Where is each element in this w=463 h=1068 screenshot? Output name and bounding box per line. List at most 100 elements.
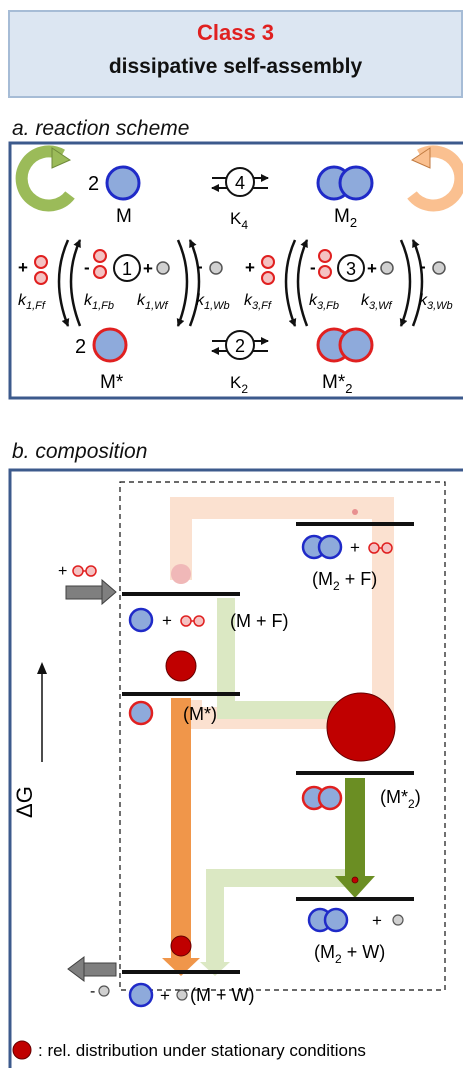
k3Wf-label: k3,Wf <box>361 292 393 312</box>
bottom-coeff: 2 <box>75 336 86 358</box>
section-b-title: b. composition <box>12 440 148 463</box>
dist-dot-Mstar <box>165 650 197 682</box>
level-Mstar: (M*) <box>183 704 217 724</box>
MF-fuel-icon <box>180 615 205 627</box>
MF-icon <box>128 607 154 633</box>
dist-dot-MF <box>171 564 191 584</box>
K4-label: K4 <box>230 209 248 232</box>
arrow-k3Wf <box>399 239 412 327</box>
left-minus-fuel: - <box>84 258 90 277</box>
orange-cycle-icon <box>407 145 463 212</box>
waste-output-icon <box>98 985 110 997</box>
dist-dot-MW <box>170 935 192 957</box>
waste-output-arrow <box>67 956 117 982</box>
energy-levels <box>122 522 414 974</box>
left-plus-waste: + <box>143 259 153 278</box>
M2F-icon-b <box>317 534 343 560</box>
k3Wb-label: k3,Wb <box>419 292 453 312</box>
right-plus-fuel: + <box>245 258 255 277</box>
k3Ff-label: k3,Ff <box>244 292 272 312</box>
arrow-k1Ff <box>57 239 70 327</box>
step-2-label: 2 <box>235 336 245 356</box>
class-label: Class 3 <box>196 20 275 45</box>
k1Wf-label: k1,Wf <box>137 292 169 312</box>
Mstar-icon <box>128 700 154 726</box>
fuel-icon-left-b <box>93 249 107 279</box>
step-1-label: 1 <box>122 259 132 279</box>
level-M2W: (M2 + W) <box>314 942 385 966</box>
legend-text: : rel. distribution under stationary con… <box>38 1041 366 1060</box>
MW-waste-icon <box>176 989 188 1001</box>
left-minus-waste: - <box>197 257 203 276</box>
section-a-title: a. reaction scheme <box>12 117 190 140</box>
left-plus-fuel: + <box>18 258 28 277</box>
pale-green-flow <box>206 598 369 962</box>
k1Ff-label: k1,Ff <box>18 292 46 312</box>
step-4-label: 4 <box>235 173 245 193</box>
K2-label: K2 <box>230 373 248 396</box>
level-Mstar2: (M*2) <box>380 787 421 811</box>
waste-icon-left-a <box>156 261 170 275</box>
orange-flow-arrow <box>162 698 200 976</box>
MF-plus: + <box>162 611 172 630</box>
species-M2: M2 <box>334 206 357 230</box>
class-banner <box>8 10 463 98</box>
waste-icon-left-b <box>209 261 223 275</box>
step-1-badge <box>113 254 141 282</box>
composition-frame <box>8 468 463 1068</box>
k1Fb-label: k1,Fb <box>84 292 114 312</box>
MW-icon <box>128 982 154 1008</box>
fuel-icon-left-a <box>34 255 48 285</box>
right-minus-waste: - <box>420 257 426 276</box>
dimer-Mstar2-icon-b <box>338 327 374 363</box>
M2F-fuel-icon <box>368 542 393 554</box>
waste-icon-right-a <box>380 261 394 275</box>
step-3-badge <box>337 254 365 282</box>
step-2-badge <box>225 330 255 360</box>
arrow-k3Fb <box>296 239 309 327</box>
fuel-input-arrow <box>65 578 117 606</box>
dist-dot-Mstar2 <box>326 692 396 762</box>
MW-plus: + <box>160 986 170 1005</box>
arrow-k3Wb <box>411 239 424 327</box>
M2W-icon-b <box>323 907 349 933</box>
level-MF: (M + F) <box>230 611 289 631</box>
right-plus-waste: + <box>367 259 377 278</box>
level-M2F: (M2 + F) <box>312 569 377 593</box>
axis-label: ΔG <box>12 786 37 818</box>
species-M: M <box>116 206 132 227</box>
dimer-M2-icon-b <box>338 165 374 201</box>
waste-icon-right-b <box>432 261 446 275</box>
arrow-k3Ff <box>284 239 297 327</box>
green-cycle-icon <box>15 145 75 212</box>
top-coeff: 2 <box>88 173 99 195</box>
green-flow-arrow <box>335 778 375 898</box>
right-minus-fuel: - <box>310 258 316 277</box>
k1Wb-label: k1,Wb <box>196 292 230 312</box>
species-Mstar2: M*2 <box>322 372 352 396</box>
step-3-label: 3 <box>346 259 356 279</box>
dist-dot-M2F <box>352 509 358 515</box>
legend-dot-icon <box>12 1040 32 1060</box>
M2W-plus: + <box>372 911 382 930</box>
monomer-M-icon <box>105 165 141 201</box>
k3Fb-label: k3,Fb <box>309 292 339 312</box>
arrow-k1Fb <box>69 239 82 327</box>
energy-axis <box>37 662 47 762</box>
monomer-Mstar-icon <box>92 327 128 363</box>
fuel-input-plus: + <box>58 563 67 580</box>
step-4-badge <box>225 167 255 197</box>
species-Mstar: M* <box>100 372 124 393</box>
pale-green-arrowhead <box>200 962 230 976</box>
arrow-k1Wb <box>188 239 201 327</box>
dist-dot-M2W <box>351 876 359 884</box>
M2W-waste-icon <box>392 914 404 926</box>
level-MW: (M + W) <box>190 985 255 1005</box>
arrow-k1Wf <box>176 239 189 327</box>
reaction-scheme-frame <box>8 141 463 400</box>
class-subtitle: dissipative self-assembly <box>108 55 363 78</box>
fuel-icon-right-a <box>261 255 275 285</box>
fuel-input-icon <box>72 565 97 577</box>
fuel-icon-right-b <box>318 249 332 279</box>
